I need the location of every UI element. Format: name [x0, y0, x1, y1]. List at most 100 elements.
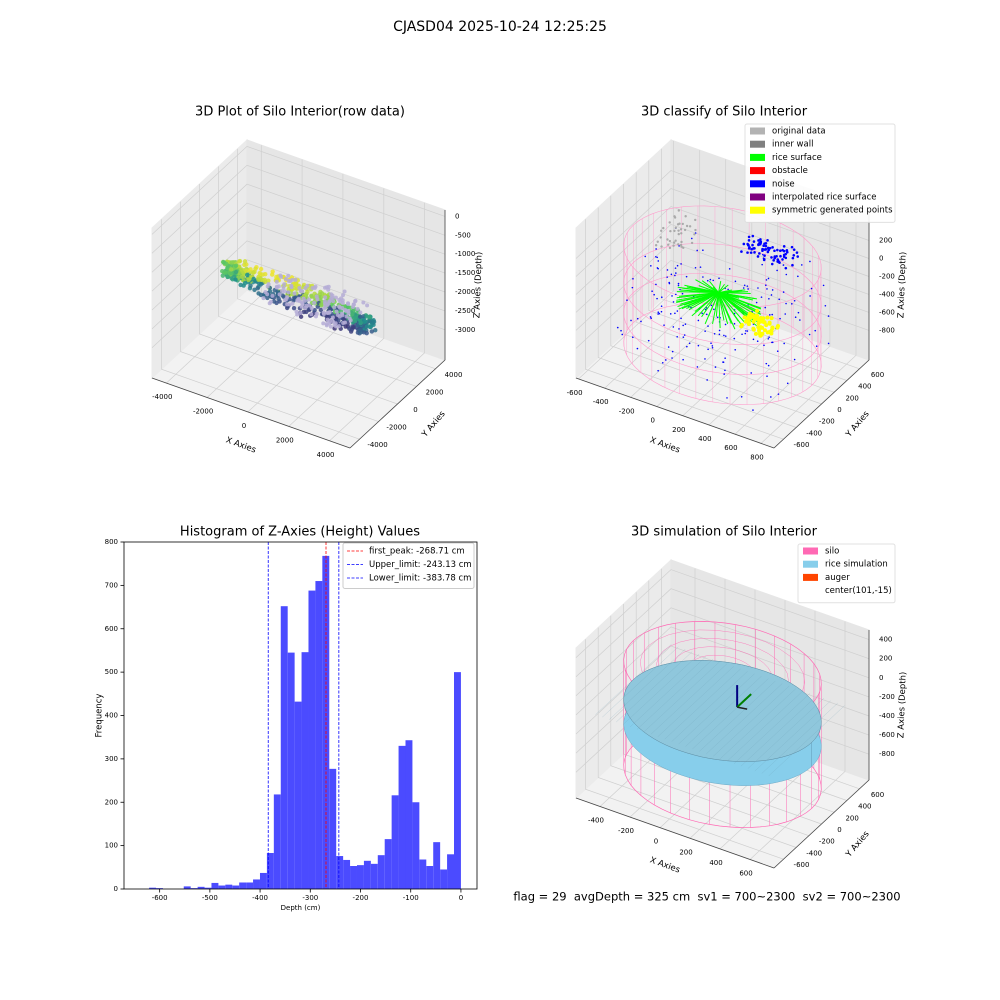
noise-decor: [808, 333, 811, 336]
rice-mesh: [616, 651, 693, 723]
noise-decor: [751, 234, 755, 238]
point-decor: [245, 272, 250, 278]
noise-decor: [710, 342, 712, 345]
orig-decor: [677, 229, 680, 232]
x-axis-label: X Axies: [224, 435, 257, 455]
noise-decor: [750, 247, 753, 251]
point-decor: [274, 279, 279, 284]
point-decor: [263, 290, 268, 295]
x-tick-label: -400: [588, 816, 604, 824]
y-axis-label: Y Axies: [844, 829, 872, 860]
x-tick-label: -2000: [193, 407, 213, 415]
y-axis-label: Y Axies: [844, 409, 872, 440]
legend-label: original data: [772, 127, 826, 137]
axis-line: [151, 377, 351, 449]
legend-swatch: [803, 547, 818, 555]
surface-decor: [709, 280, 719, 293]
noise-decor: [724, 369, 726, 372]
surface-decor: [718, 292, 721, 329]
noise-decor: [773, 255, 777, 259]
point-decor: [358, 327, 364, 333]
point-decor: [318, 295, 324, 300]
point-decor: [237, 258, 243, 264]
rice-mesh: [768, 705, 845, 777]
noise-decor: [750, 372, 753, 374]
grid-line: [623, 184, 822, 405]
noise-decor: [765, 284, 767, 287]
noise-decor: [784, 313, 787, 315]
point-decor: [318, 307, 324, 313]
y-tick-label: 400: [105, 712, 118, 720]
noise-decor: [758, 252, 761, 255]
x-tick-label: -600: [567, 389, 583, 397]
point-decor: [239, 267, 244, 272]
rice-mesh: [623, 653, 700, 725]
point-decor: [336, 324, 341, 329]
noise-decor: [785, 248, 789, 252]
y-tick-label: 600: [871, 791, 884, 799]
sym-decor: [757, 328, 762, 333]
x-tick-label: 600: [739, 870, 752, 878]
surface-decor: [718, 292, 729, 325]
noise-decor: [718, 333, 721, 336]
orig-decor: [683, 228, 687, 232]
point-decor: [310, 285, 315, 290]
noise-decor: [795, 251, 799, 254]
bar: [253, 879, 260, 889]
y-axis-label: Frequency: [95, 694, 105, 738]
grid-line: [151, 183, 446, 273]
bar: [336, 856, 344, 889]
bar: [356, 865, 364, 889]
noise-decor: [726, 397, 728, 399]
noise-decor: [785, 273, 788, 276]
orig-decor: [677, 243, 680, 246]
point-decor: [315, 297, 320, 302]
figure-title: CJASD04 2025-10-24 12:25:25: [393, 19, 607, 35]
y-tick-label: 0: [837, 826, 841, 834]
orig-decor: [693, 233, 696, 236]
z-tick-label: -2000: [455, 288, 475, 296]
point-decor: [332, 322, 337, 327]
point-decor: [255, 286, 260, 291]
grid-line: [575, 223, 870, 313]
surface-decor: [694, 292, 719, 312]
sym-decor: [747, 313, 752, 318]
y-tick-label: 400: [858, 383, 871, 391]
grid-line: [575, 569, 870, 658]
noise-decor: [705, 313, 708, 316]
noise-decor: [632, 336, 634, 339]
grid-line: [585, 639, 784, 860]
surface-decor: [697, 292, 719, 317]
sym-decor: [756, 321, 761, 326]
bar: [315, 581, 323, 889]
z-tick-label: -800: [879, 326, 895, 334]
y-tick-label: 600: [871, 371, 884, 379]
surface-decor: [718, 284, 729, 293]
rice-mesh: [629, 656, 707, 728]
noise-decor: [713, 332, 716, 335]
noise-decor: [746, 251, 749, 254]
noise-decor: [792, 248, 796, 251]
noise-decor: [676, 264, 679, 267]
sym-decor: [765, 315, 770, 320]
noise-decor: [790, 245, 794, 249]
noise-decor: [753, 251, 756, 254]
point-decor: [286, 273, 291, 278]
noise-decor: [747, 288, 749, 290]
noise-decor: [728, 268, 731, 270]
point-decor: [352, 318, 358, 324]
point-decor: [291, 305, 297, 311]
y-tick-label: 800: [105, 538, 118, 546]
z-tick-label: -400: [879, 712, 895, 720]
noise-decor: [733, 337, 736, 340]
z-tick-label: -500: [455, 231, 471, 239]
noise-decor: [709, 278, 712, 281]
noise-decor: [706, 279, 709, 282]
y-tick-label: 2000: [426, 388, 444, 396]
noise-decor: [793, 299, 796, 302]
noise-decor: [744, 332, 747, 335]
orig-decor: [672, 244, 675, 247]
noise-decor: [799, 319, 801, 321]
noise-decor: [809, 295, 811, 297]
noise-decor: [651, 290, 653, 293]
